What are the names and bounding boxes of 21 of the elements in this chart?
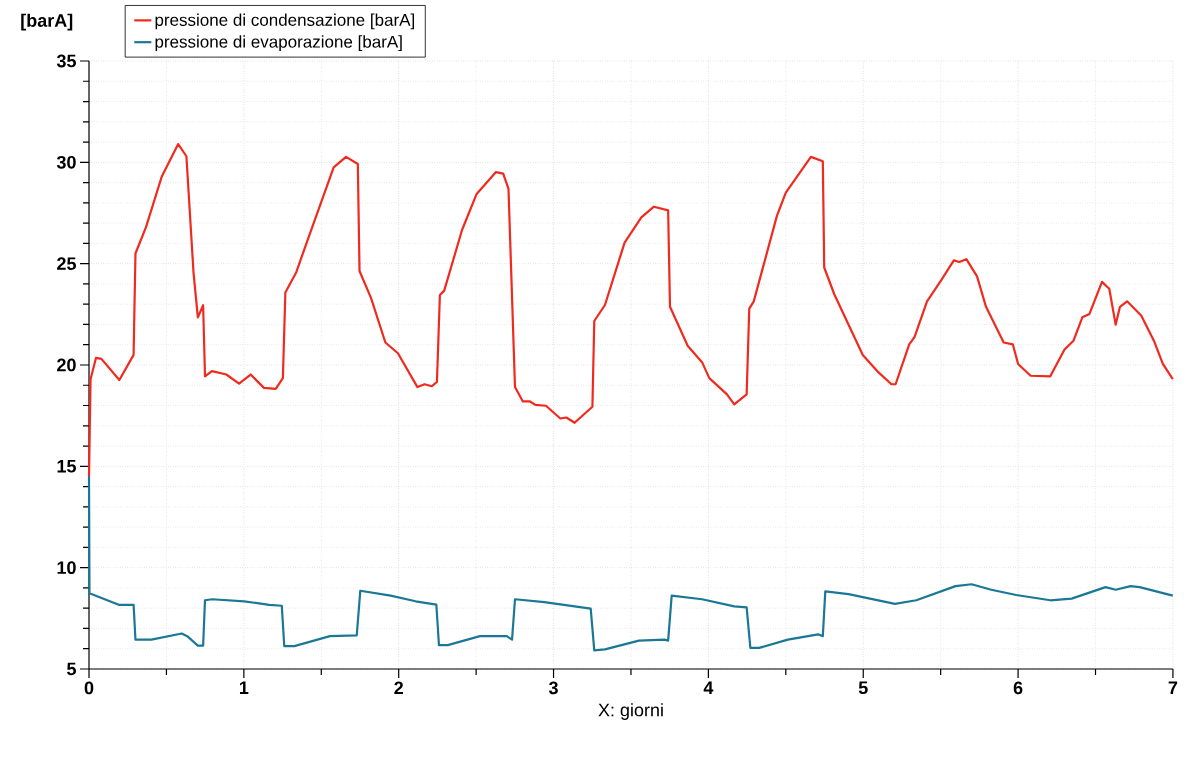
- y-axis-title: [barA]: [21, 13, 73, 31]
- x-tick-label: 1: [239, 681, 249, 694]
- line-series: [87, 142, 1174, 478]
- y-tick-label: 15: [57, 460, 76, 473]
- legend-label: pressione di condensazione [barA]: [155, 13, 415, 30]
- x-tick-label: 3: [548, 681, 558, 695]
- x-tick-label: 6: [1013, 681, 1023, 695]
- y-tick-label: 25: [57, 257, 76, 271]
- x-tick-label: 7: [1168, 681, 1178, 694]
- y-tick-label: 30: [56, 155, 76, 169]
- y-tick-label: 35: [56, 54, 76, 68]
- x-tick-label: 4: [703, 681, 714, 694]
- x-axis-title: X: giorni: [598, 703, 663, 720]
- line-series: [87, 475, 1174, 652]
- y-tick-label: 10: [57, 561, 76, 575]
- y-tick-label: 5: [67, 662, 76, 676]
- y-tick-label: 20: [57, 358, 76, 372]
- x-tick-label: 5: [858, 681, 868, 695]
- legend-label: pressione di evaporazione [barA]: [155, 35, 402, 52]
- x-tick-label: 2: [394, 681, 403, 695]
- x-tick-label: 0: [84, 681, 94, 695]
